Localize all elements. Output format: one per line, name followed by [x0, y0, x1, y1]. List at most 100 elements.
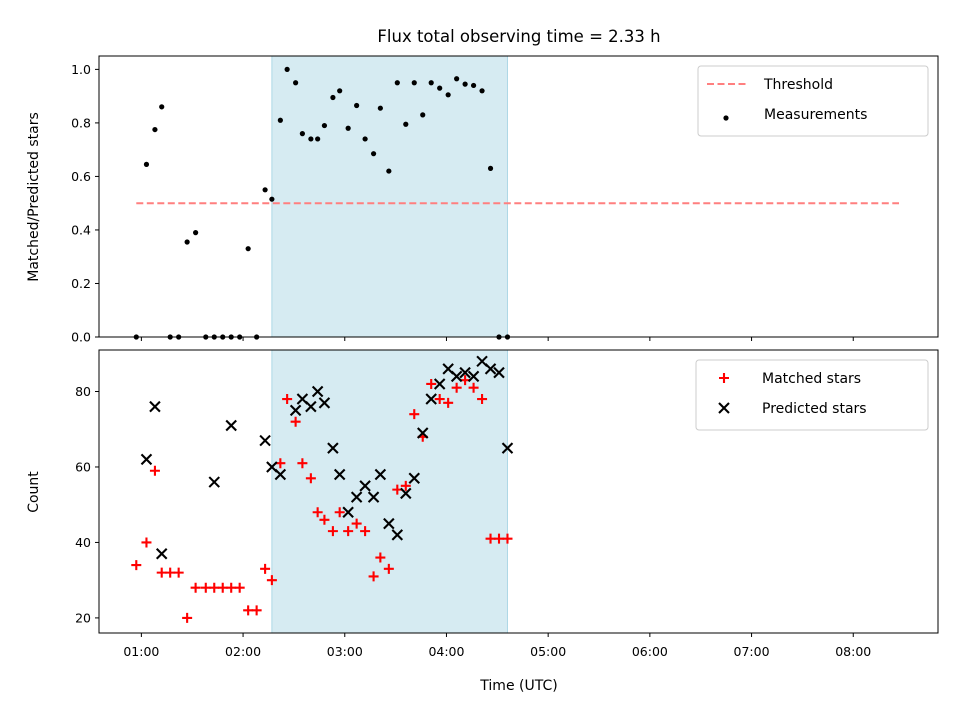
matched-star-point [343, 526, 354, 537]
y-axis-label: Count [26, 471, 42, 513]
matched-star-point [282, 394, 293, 405]
matched-star-point [494, 533, 505, 544]
matched-star-point [209, 582, 220, 593]
measurement-point [284, 66, 290, 72]
matched-star-point [297, 458, 308, 469]
matched-star-point [360, 526, 371, 537]
x-axis-label: Time (UTC) [479, 678, 557, 694]
matched-star-point [156, 567, 167, 578]
matched-star-point [383, 563, 394, 574]
y-tick-label: 0.8 [71, 115, 91, 130]
matched-star-point [485, 533, 496, 544]
predicted-star-point [289, 404, 302, 417]
predicted-star-point [327, 442, 339, 454]
predicted-star-point [450, 370, 463, 383]
matched-star-point [327, 526, 338, 537]
matched-star-point [502, 533, 513, 544]
matched-star-point [451, 382, 462, 393]
measurement-point [428, 80, 434, 86]
measurement-point [362, 136, 368, 142]
measurement-point [152, 126, 158, 133]
matched-star-point [234, 582, 245, 593]
legend: Matched stars Predicted stars [695, 359, 929, 431]
matched-star-point [141, 537, 152, 548]
predicted-star-point [383, 517, 395, 530]
legend-label: Matched stars [762, 371, 861, 387]
predicted-star-point [208, 476, 220, 488]
y-tick-label: 20 [75, 610, 91, 625]
predicted-star-point [274, 468, 287, 481]
x-tick-label: 03:00 [327, 644, 363, 659]
predicted-star-point [416, 427, 429, 439]
measurement-point [403, 121, 409, 127]
predicted-star-point [333, 468, 346, 481]
measurement-point [377, 105, 383, 111]
matched-star-point [368, 571, 379, 582]
measurement-point [454, 76, 460, 82]
legend-box [697, 65, 929, 137]
predicted-star-point [459, 366, 471, 379]
matched-star-point [426, 378, 437, 389]
measurement-point [370, 151, 377, 157]
x-tick-label: 02:00 [225, 644, 261, 659]
measurement-point [159, 104, 165, 110]
x-tick-label: 08:00 [835, 644, 871, 659]
matched-star-point [149, 465, 160, 476]
measurement-point [386, 168, 392, 174]
x-tick-label: 01:00 [123, 644, 159, 659]
measurement-point [445, 92, 451, 98]
measurement-point [487, 165, 494, 171]
y-tick-label: 60 [75, 459, 91, 474]
measurement-point [315, 136, 321, 142]
y-tick-label: 40 [75, 535, 91, 550]
y-tick-label: 1.0 [71, 62, 91, 77]
measurement-point [299, 131, 305, 137]
matched-star-point [375, 552, 386, 563]
measurement-point [308, 136, 314, 142]
axes-frame [98, 55, 939, 338]
x-tick-label: 06:00 [632, 644, 668, 659]
matched-star-point [243, 605, 254, 616]
matched-star-point [400, 480, 411, 491]
matched-star-point [312, 507, 323, 518]
predicted-star-point [367, 491, 380, 503]
legend: Threshold Measurements [697, 65, 929, 137]
matched-star-point [190, 582, 201, 593]
measurement-point [479, 88, 485, 94]
panel-ratio: 0.0 0.2 0.4 0.6 0.8 1.0 Matched/Predicted star… [26, 55, 939, 345]
observing-span-shade [271, 349, 508, 634]
predicted-star-point [467, 370, 480, 383]
x-tick-label: 04:00 [428, 644, 464, 659]
measurement-point [337, 88, 343, 94]
matched-star-point [251, 605, 262, 616]
legend-box [695, 359, 929, 431]
matched-star-point [131, 560, 142, 571]
measurement-point [262, 187, 268, 193]
measurement-point [411, 80, 417, 86]
matched-star-point [217, 582, 228, 593]
measurement-point [143, 161, 150, 167]
matched-star-point [351, 518, 362, 529]
measurement-point [293, 80, 299, 86]
y-tick-label: 80 [75, 384, 91, 399]
x-tick-label: 07:00 [734, 644, 770, 659]
measurement-point [437, 85, 443, 91]
predicted-star-point [408, 472, 421, 485]
legend-predicted-swatch [718, 402, 730, 414]
matched-star-point [173, 567, 184, 578]
panel-counts: 20 40 60 80 01:00 02:00 03:00 04:00 05:00 06:00 07… [26, 349, 939, 659]
measurement-point [462, 81, 468, 87]
matched-star-point [305, 473, 316, 484]
observing-span-shade [271, 55, 508, 338]
measurement-point [184, 239, 190, 245]
measurement-point [245, 246, 251, 252]
measurement-point [193, 230, 199, 236]
predicted-star-point [425, 393, 437, 405]
predicted-star-point [350, 491, 363, 503]
measurement-point [330, 94, 336, 101]
measurement-point [394, 80, 400, 86]
measurement-point [354, 102, 360, 109]
y-axis-label: Matched/Predicted stars [26, 112, 42, 282]
legend-matched-swatch [719, 373, 729, 383]
legend-label: Measurements [764, 107, 867, 123]
